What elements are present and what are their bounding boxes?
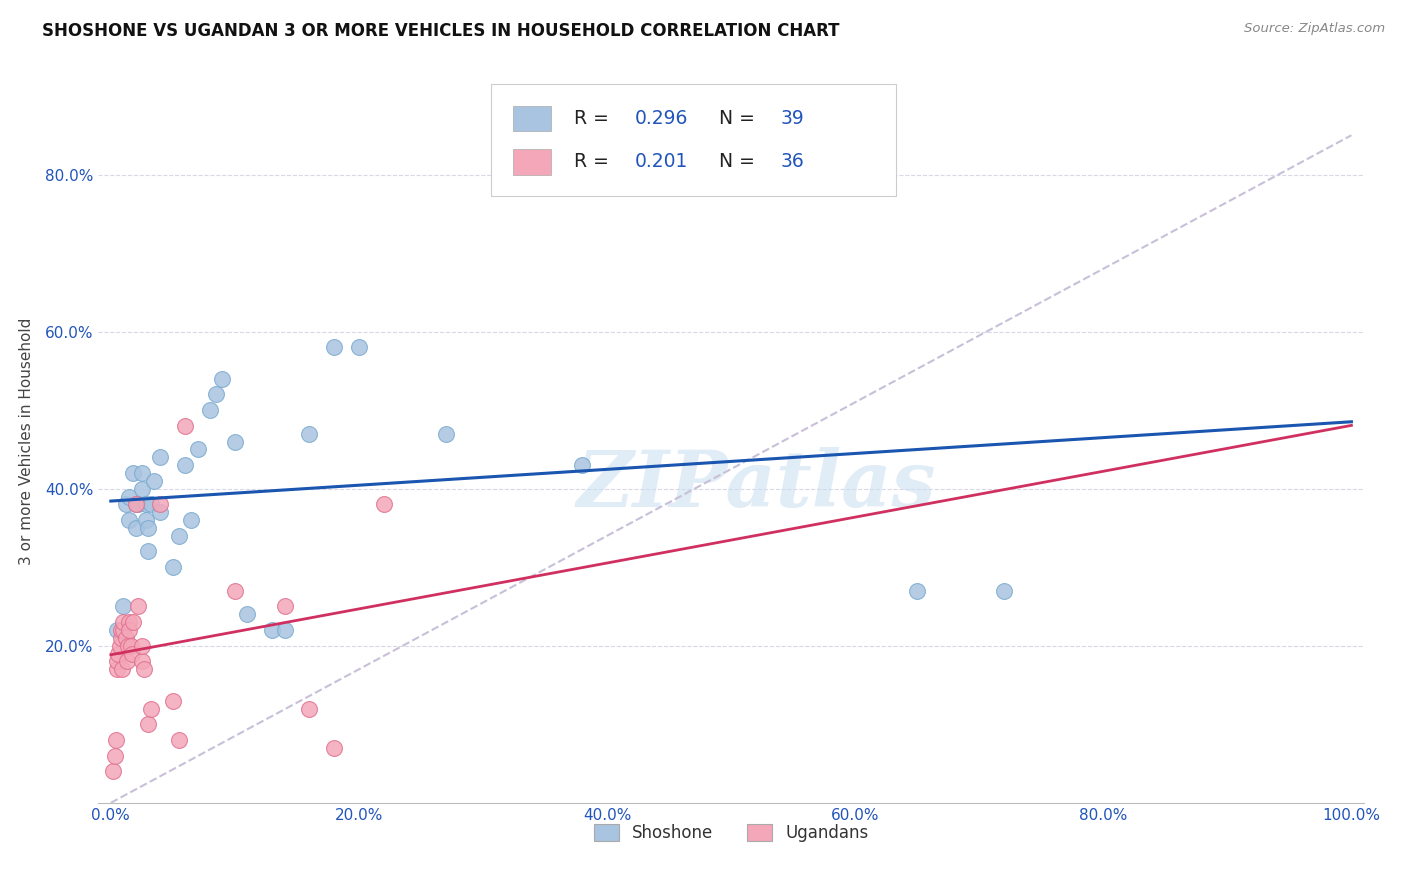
Text: 36: 36	[780, 153, 804, 171]
FancyBboxPatch shape	[513, 149, 551, 175]
Point	[112, 615, 135, 630]
Point	[122, 615, 145, 630]
Text: Source: ZipAtlas.com: Source: ZipAtlas.com	[1244, 22, 1385, 36]
Point	[110, 623, 132, 637]
Point	[323, 740, 346, 755]
Point	[236, 607, 259, 622]
Point	[993, 583, 1015, 598]
Point	[273, 623, 295, 637]
Point	[124, 497, 146, 511]
Point	[167, 529, 190, 543]
Point	[347, 340, 370, 354]
Point	[136, 544, 159, 558]
Point	[149, 505, 172, 519]
Point	[224, 434, 246, 449]
Point	[162, 560, 184, 574]
Point	[131, 639, 153, 653]
Text: 39: 39	[780, 109, 804, 128]
Text: R =: R =	[574, 153, 614, 171]
Point	[103, 748, 125, 763]
Text: SHOSHONE VS UGANDAN 3 OR MORE VEHICLES IN HOUSEHOLD CORRELATION CHART: SHOSHONE VS UGANDAN 3 OR MORE VEHICLES I…	[42, 22, 839, 40]
Legend: Shoshone, Ugandans: Shoshone, Ugandans	[588, 817, 875, 848]
Point	[273, 599, 295, 614]
Point	[224, 583, 246, 598]
Point	[135, 497, 157, 511]
Point	[167, 733, 190, 747]
Point	[112, 599, 135, 614]
Point	[122, 466, 145, 480]
Point	[136, 521, 159, 535]
Point	[105, 655, 128, 669]
Point	[162, 694, 184, 708]
Point	[103, 764, 125, 779]
Point	[136, 717, 159, 731]
Point	[107, 647, 129, 661]
Point	[139, 497, 162, 511]
Point	[118, 490, 141, 504]
Point	[298, 426, 321, 441]
Point	[114, 497, 136, 511]
Point	[115, 655, 138, 669]
Point	[112, 623, 135, 637]
Point	[114, 631, 136, 645]
FancyBboxPatch shape	[491, 84, 896, 196]
Point	[262, 623, 284, 637]
Point	[105, 623, 128, 637]
Point	[905, 583, 928, 598]
Point	[180, 513, 202, 527]
Point	[434, 426, 457, 441]
Text: R =: R =	[574, 109, 614, 128]
Point	[105, 662, 128, 676]
Point	[198, 403, 221, 417]
Point	[139, 701, 162, 715]
Point	[127, 599, 149, 614]
Point	[323, 340, 346, 354]
Point	[205, 387, 228, 401]
Point	[118, 615, 141, 630]
Point	[118, 513, 141, 527]
Point	[117, 639, 139, 653]
Point	[127, 497, 149, 511]
Point	[174, 418, 197, 433]
Point	[143, 474, 166, 488]
Point	[124, 521, 146, 535]
Text: 0.296: 0.296	[634, 109, 688, 128]
Text: N =: N =	[720, 109, 761, 128]
Text: N =: N =	[720, 153, 761, 171]
Point	[683, 144, 706, 158]
Point	[134, 662, 156, 676]
Point	[131, 655, 153, 669]
Point	[110, 631, 132, 645]
Point	[174, 458, 197, 472]
Point	[104, 733, 127, 747]
Y-axis label: 3 or more Vehicles in Household: 3 or more Vehicles in Household	[18, 318, 34, 566]
Point	[298, 701, 321, 715]
Point	[571, 458, 593, 472]
Point	[135, 513, 157, 527]
Point	[131, 482, 153, 496]
Point	[120, 639, 142, 653]
Point	[118, 623, 141, 637]
Text: ZIPatlas: ZIPatlas	[576, 447, 936, 523]
Point	[149, 450, 172, 465]
Point	[108, 639, 131, 653]
Point	[111, 662, 134, 676]
Point	[211, 372, 233, 386]
Text: 0.201: 0.201	[634, 153, 688, 171]
Point	[124, 497, 146, 511]
Point	[187, 442, 209, 457]
Point	[121, 647, 143, 661]
FancyBboxPatch shape	[513, 106, 551, 131]
Point	[149, 497, 172, 511]
Point	[131, 466, 153, 480]
Point	[373, 497, 395, 511]
